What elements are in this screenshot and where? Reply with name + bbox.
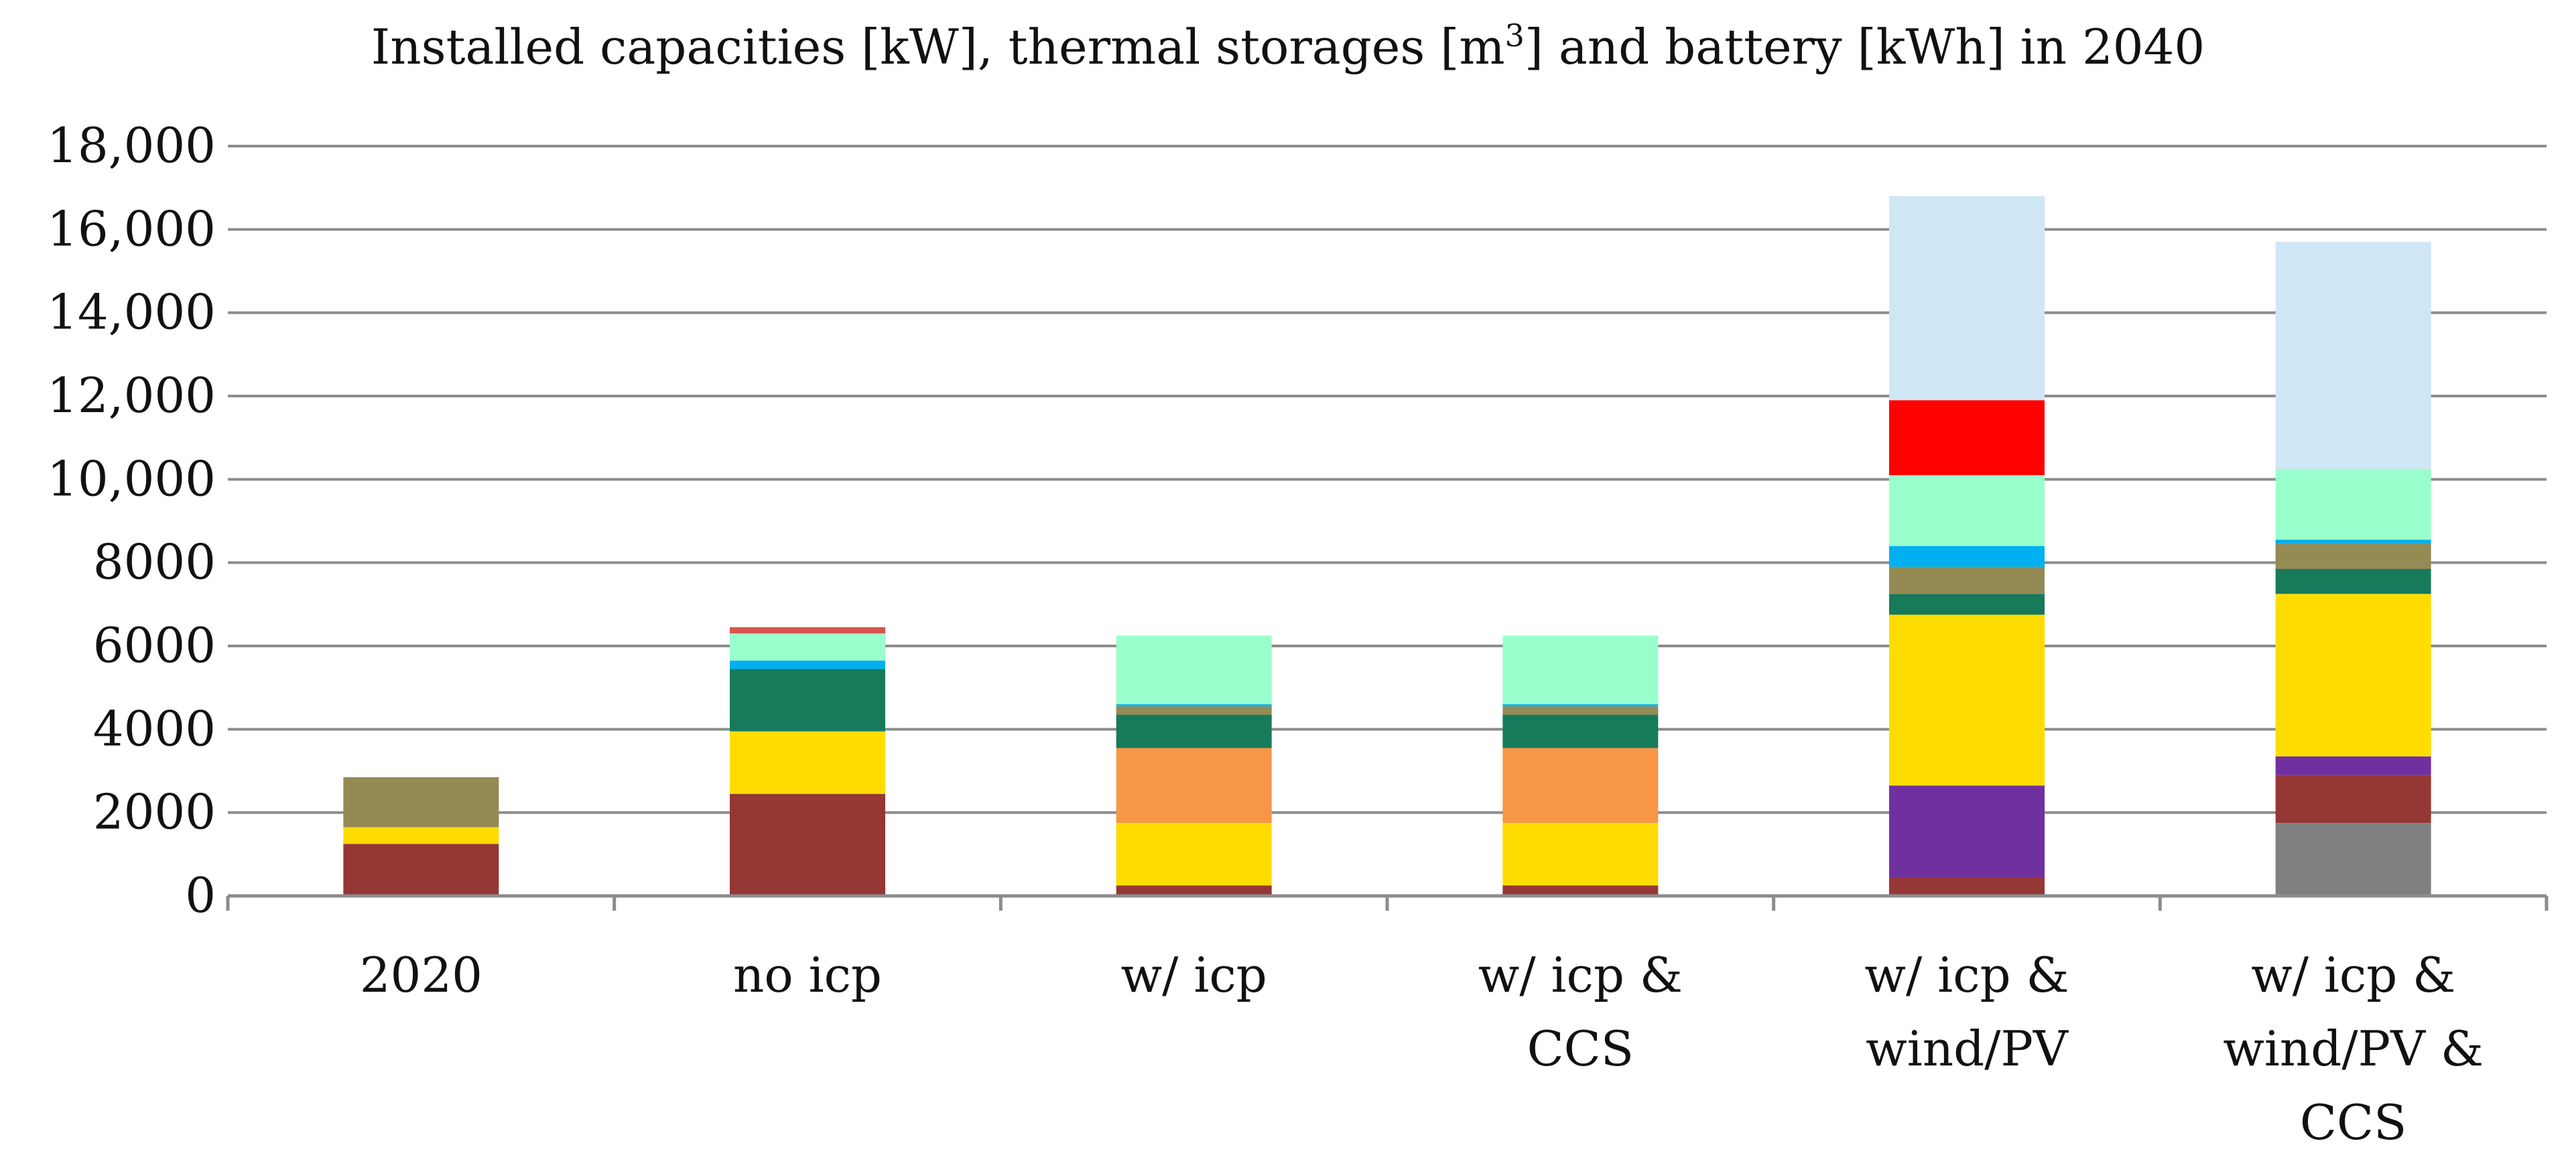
chart-title: Installed capacities [kW], thermal stora…: [371, 17, 2205, 75]
x-category-label: w/ icp & wind/PV: [1864, 947, 2069, 1077]
bar-segment: [1116, 635, 1272, 705]
bar-segment: [1889, 594, 2045, 615]
y-tick-label: 10,000: [47, 450, 216, 507]
bar-segment: [1502, 748, 1659, 824]
x-axis-category-labels: 2020 no icp w/ icp w/ icp & CCS w/ icp & wind/…: [360, 947, 2484, 1151]
bar-segment: [343, 844, 499, 896]
bar-segment: [1502, 706, 1659, 715]
bar-segment: [1502, 704, 1659, 707]
bar-segment: [343, 827, 499, 844]
bar-segment: [1502, 885, 1659, 896]
bars: [343, 196, 2431, 896]
bar-segment: [1116, 706, 1272, 715]
bar-segment: [730, 731, 885, 794]
x-axis: [226, 894, 2549, 911]
bar-segment: [1889, 614, 2045, 786]
y-tick-label: 2000: [93, 784, 216, 840]
bar-segment: [2275, 594, 2431, 757]
bar-segment: [1889, 475, 2045, 546]
bar-segment: [730, 793, 885, 896]
bar-segment: [2275, 775, 2431, 824]
bar-segment: [2275, 543, 2431, 569]
y-tick-label: 14,000: [47, 284, 216, 340]
chart-title-superscript: 3: [1505, 17, 1525, 54]
bar-segment: [730, 633, 885, 661]
bar-segment: [1116, 885, 1272, 896]
bar-segment: [2275, 468, 2431, 540]
bar-segment: [1116, 823, 1272, 886]
bar-segment: [1116, 704, 1272, 707]
y-tick-label: 6000: [93, 617, 216, 673]
y-tick-label: 8000: [93, 534, 216, 590]
x-category-label: no icp: [733, 947, 882, 1003]
bar-segment: [2275, 539, 2431, 544]
bar-segment: [2275, 568, 2431, 594]
bar-segment: [1889, 877, 2045, 896]
bar-segment: [1889, 545, 2045, 567]
x-category-label: 2020: [360, 947, 482, 1003]
bar-segment: [1502, 635, 1659, 705]
bar-segment: [2275, 241, 2431, 469]
y-tick-label: 12,000: [47, 367, 216, 423]
bar-segment: [730, 627, 885, 634]
y-tick-label: 16,000: [47, 200, 216, 257]
y-tick-label: 18,000: [47, 117, 216, 174]
bar-segment: [2275, 823, 2431, 896]
bar-segment: [1889, 196, 2045, 401]
bar-segment: [2275, 756, 2431, 775]
bar-segment: [1502, 823, 1659, 886]
bar-segment: [730, 660, 885, 669]
bar-segment: [1889, 785, 2045, 878]
x-category-label: w/ icp & wind/PV & CCS: [2223, 947, 2484, 1151]
bar-segment: [1116, 714, 1272, 748]
bar-segment: [730, 669, 885, 732]
y-tick-label: 0: [185, 867, 216, 923]
bar-segment: [1502, 714, 1659, 748]
bar-segment: [1889, 566, 2045, 594]
x-category-label: w/ icp: [1121, 947, 1267, 1003]
y-tick-label: 4000: [93, 700, 216, 757]
bar-segment: [1116, 748, 1272, 824]
gridlines: [228, 145, 2547, 814]
bar-segment: [343, 777, 499, 828]
bar-segment: [1889, 400, 2045, 476]
y-axis-tick-labels: 0 2000 4000 6000 8000 10,000 12,000 14,000 16,00…: [47, 117, 216, 923]
x-category-label: w/ icp & CCS: [1478, 947, 1683, 1077]
